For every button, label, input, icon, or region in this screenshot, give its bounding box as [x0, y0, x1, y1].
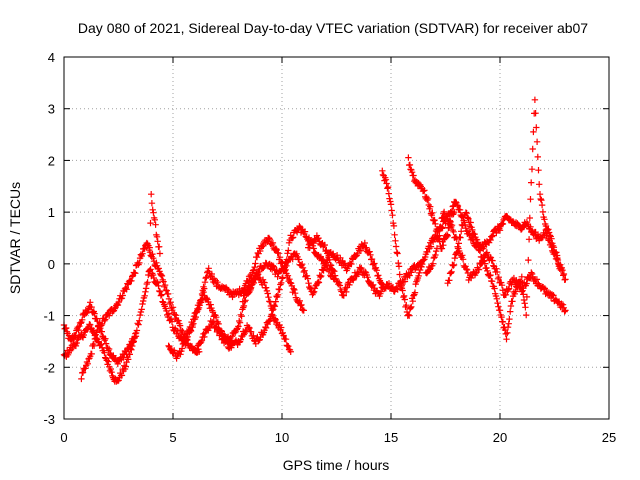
y-tick-label: 2	[48, 153, 55, 168]
x-axis-label: GPS time / hours	[283, 457, 390, 473]
series-track-8	[305, 232, 425, 300]
y-tick-label: -3	[43, 412, 55, 427]
chart-title: Day 080 of 2021, Sidereal Day-to-day VTE…	[78, 20, 588, 36]
x-tick-label: 15	[384, 430, 398, 445]
series-track-9	[379, 167, 458, 319]
data-point-markers	[444, 96, 565, 343]
series-track-4	[145, 234, 307, 345]
y-tick-label: 0	[48, 257, 55, 272]
y-axis-label: SDTVAR / TECUs	[7, 182, 23, 294]
plot-frame	[63, 56, 610, 420]
data-series	[60, 96, 569, 385]
x-tick-label: 5	[169, 430, 176, 445]
x-tick-label: 25	[602, 430, 616, 445]
y-tick-label: -1	[43, 309, 55, 324]
series-track-7	[239, 239, 386, 305]
y-tick-label: 3	[48, 102, 55, 117]
data-point-markers	[191, 222, 338, 355]
data-point-markers	[239, 239, 386, 305]
data-point-markers	[379, 167, 458, 319]
series-track-12	[444, 96, 565, 343]
x-tick-label: 10	[275, 430, 289, 445]
grid-lines	[64, 57, 609, 419]
data-point-markers	[305, 232, 425, 300]
data-point-markers	[145, 234, 307, 345]
series-track-6	[191, 222, 338, 355]
y-tick-label: 1	[48, 205, 55, 220]
axis-ticks: 0 5 10 15 20 25 -3 -2 -1 0 1 2 3 4	[43, 50, 616, 445]
x-tick-label: 0	[60, 430, 67, 445]
x-tick-label: 20	[493, 430, 507, 445]
y-tick-label: 4	[48, 50, 55, 65]
y-tick-label: -2	[43, 360, 55, 375]
